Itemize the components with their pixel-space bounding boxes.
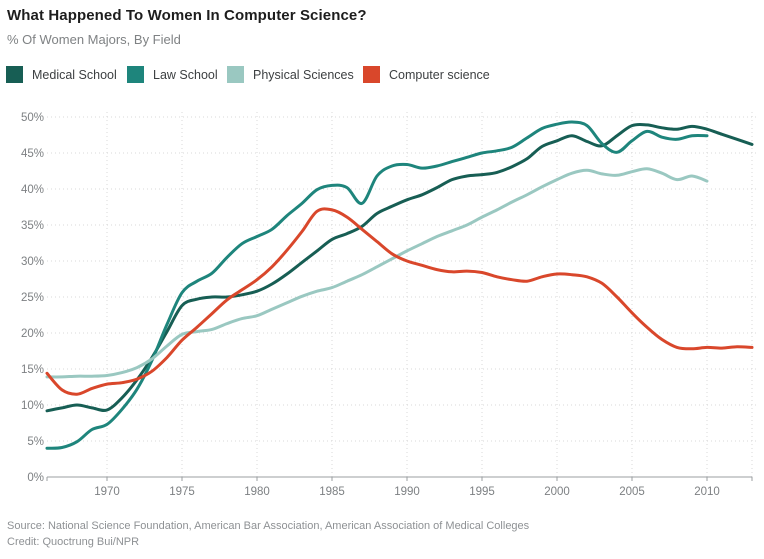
y-axis-label-20: 20% (21, 328, 44, 340)
series-line-medical-school (45, 122, 754, 413)
legend-item-physical-sciences: Physical Sciences (227, 66, 354, 83)
x-axis-label-1985: 1985 (319, 486, 345, 498)
y-axis-label-35: 35% (21, 220, 44, 232)
x-axis-label-1995: 1995 (469, 486, 495, 498)
chart-subtitle: % Of Women Majors, By Field (7, 32, 181, 47)
x-axis-label-1990: 1990 (394, 486, 420, 498)
x-axis-label-1975: 1975 (169, 486, 195, 498)
x-axis-label-2000: 2000 (544, 486, 570, 498)
y-axis-label-0: 0% (27, 472, 44, 484)
y-axis-label-40: 40% (21, 184, 44, 196)
x-axis-label-2005: 2005 (619, 486, 645, 498)
x-axis-label-1970: 1970 (94, 486, 120, 498)
x-axis-label-1980: 1980 (244, 486, 270, 498)
y-axis-label-50: 50% (21, 112, 44, 124)
legend-label: Physical Sciences (253, 67, 354, 82)
legend-swatch (227, 66, 244, 83)
legend-item-law-school: Law School (127, 66, 218, 83)
source-note: Source: National Science Foundation, Ame… (7, 520, 530, 532)
legend-swatch (363, 66, 380, 83)
legend-swatch (127, 66, 144, 83)
legend-item-medical-school: Medical School (6, 66, 117, 83)
y-axis-label-45: 45% (21, 148, 44, 160)
legend-item-computer-science: Computer science (363, 66, 490, 83)
legend-label: Computer science (389, 67, 490, 82)
series-line-physical-sciences (45, 167, 709, 379)
legend-swatch (6, 66, 23, 83)
y-axis-label-30: 30% (21, 256, 44, 268)
x-axis-label-2010: 2010 (694, 486, 720, 498)
y-axis-label-25: 25% (21, 292, 44, 304)
legend-label: Law School (153, 67, 218, 82)
y-axis-label-5: 5% (27, 436, 44, 448)
y-axis-label-15: 15% (21, 364, 44, 376)
series-line-law-school (45, 120, 709, 450)
legend-label: Medical School (32, 67, 117, 82)
series-line-computer-science (45, 207, 754, 396)
y-axis-label-10: 10% (21, 400, 44, 412)
credit-note: Credit: Quoctrung Bui/NPR (7, 536, 140, 548)
page-title: What Happened To Women In Computer Scien… (7, 7, 367, 24)
